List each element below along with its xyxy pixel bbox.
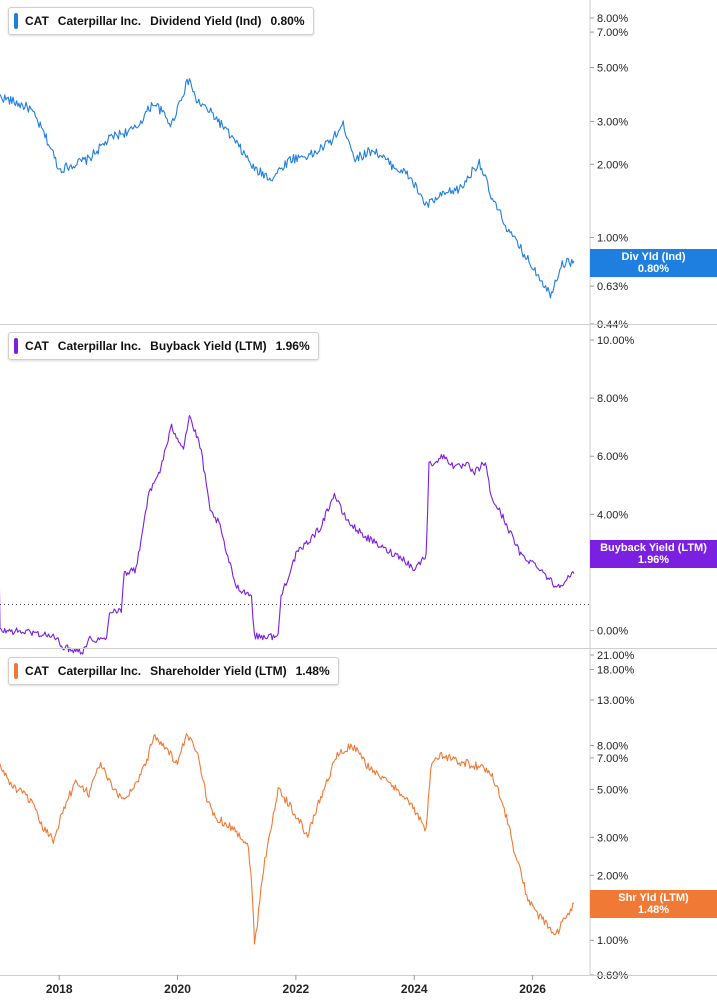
dividend-yield-series bbox=[0, 78, 575, 299]
series-line bbox=[0, 414, 575, 655]
legend-dividend-yield[interactable]: CAT Caterpillar Inc. Dividend Yield (Ind… bbox=[8, 7, 314, 35]
legend-buyback-yield[interactable]: CAT Caterpillar Inc. Buyback Yield (LTM)… bbox=[8, 332, 319, 360]
tag-series-name: Div Yld (Ind) bbox=[621, 251, 686, 263]
y-tick-label: 18.00% bbox=[597, 664, 635, 676]
y-tick-label: 0.00% bbox=[597, 626, 628, 638]
panel-dividend-yield: 8.00% 7.00% 5.00% 3.00% 2.00% 1.00% 0.80% 0.63%… bbox=[0, 0, 628, 331]
legend-company: Caterpillar Inc. bbox=[57, 14, 142, 28]
buyback-yield-series bbox=[0, 414, 575, 655]
y-tick-label: 4.00% bbox=[597, 509, 628, 521]
legend-value: 1.96% bbox=[275, 339, 310, 353]
tag-series-name: Buyback Yield (LTM) bbox=[600, 542, 707, 554]
y-axis-ticks: 21.00% 18.00% 13.00% 8.00%7.00% 5.00% 3.00% 2.… bbox=[590, 650, 635, 982]
panel-buyback-yield: 10.00% 8.00% 6.00% 4.00% 0.00% bbox=[0, 325, 635, 655]
value-tag-shareholder-yield: Shr Yld (LTM) 1.48% bbox=[590, 890, 717, 918]
y-tick-label: 3.00% bbox=[597, 116, 628, 128]
legend-metric: Shareholder Yield (LTM) bbox=[150, 664, 287, 678]
y-tick-label: 8.00% bbox=[597, 13, 628, 25]
series-color-swatch bbox=[14, 338, 18, 354]
tag-series-value: 0.80% bbox=[637, 263, 670, 275]
legend-ticker: CAT bbox=[25, 339, 49, 353]
y-tick-label: 1.00% bbox=[597, 935, 628, 947]
y-tick-label: 8.00% bbox=[597, 393, 628, 405]
y-tick-label: 2.00% bbox=[597, 870, 628, 882]
series-color-swatch bbox=[14, 13, 18, 29]
y-axis-ticks: 10.00% 8.00% 6.00% 4.00% 0.00% bbox=[590, 335, 635, 638]
panel-shareholder-yield: 21.00% 18.00% 13.00% 8.00%7.00% 5.00% 3.00% 2.… bbox=[0, 649, 635, 982]
y-tick-label: 2.00% bbox=[597, 159, 628, 171]
series-color-swatch bbox=[14, 663, 18, 679]
legend-metric: Dividend Yield (Ind) bbox=[150, 14, 262, 28]
legend-ticker: CAT bbox=[25, 664, 49, 678]
y-tick-label: 7.00% bbox=[597, 753, 628, 765]
x-tick-label: 2026 bbox=[519, 982, 546, 996]
y-tick-label: 13.00% bbox=[597, 695, 635, 707]
y-tick-label: 0.63% bbox=[597, 281, 628, 293]
series-line bbox=[0, 733, 575, 945]
x-tick-label: 2024 bbox=[401, 982, 428, 996]
shareholder-yield-series bbox=[0, 733, 575, 945]
y-tick-label: 21.00% bbox=[597, 650, 635, 662]
legend-company: Caterpillar Inc. bbox=[57, 664, 142, 678]
tag-series-name: Shr Yld (LTM) bbox=[618, 892, 689, 904]
value-tag-dividend-yield: Div Yld (Ind) 0.80% bbox=[590, 249, 717, 277]
tag-series-value: 1.48% bbox=[637, 904, 670, 916]
y-tick-label: 5.00% bbox=[597, 63, 628, 75]
tag-series-value: 1.96% bbox=[637, 554, 670, 566]
x-tick-label: 2020 bbox=[164, 982, 191, 996]
x-axis-ticks: 2018 2020 2022 2024 2026 bbox=[46, 975, 546, 996]
y-tick-label: 8.00% bbox=[597, 740, 628, 752]
value-tag-buyback-yield: Buyback Yield (LTM) 1.96% bbox=[590, 540, 717, 568]
legend-ticker: CAT bbox=[25, 14, 49, 28]
x-tick-label: 2018 bbox=[46, 982, 73, 996]
y-tick-label: 3.00% bbox=[597, 832, 628, 844]
y-tick-label: 10.00% bbox=[597, 335, 635, 347]
legend-value: 1.48% bbox=[295, 664, 330, 678]
y-tick-label: 1.00% bbox=[597, 232, 628, 244]
y-axis-ticks: 8.00%7.00%5.00%3.00%2.00%1.00%0.80%0.63%… bbox=[590, 13, 628, 331]
series-line bbox=[0, 78, 575, 299]
x-tick-label: 2022 bbox=[283, 982, 310, 996]
legend-metric: Buyback Yield (LTM) bbox=[150, 339, 267, 353]
legend-value: 0.80% bbox=[270, 14, 305, 28]
y-tick-label: 7.00% bbox=[597, 27, 628, 39]
y-tick-label: 5.00% bbox=[597, 784, 628, 796]
legend-shareholder-yield[interactable]: CAT Caterpillar Inc. Shareholder Yield (… bbox=[8, 657, 339, 685]
legend-company: Caterpillar Inc. bbox=[57, 339, 142, 353]
y-tick-label: 6.00% bbox=[597, 451, 628, 463]
